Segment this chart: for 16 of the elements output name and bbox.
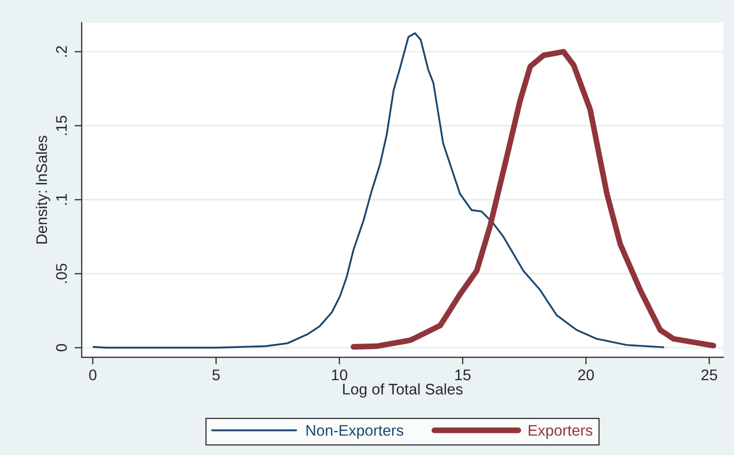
y-tick-label: .1 bbox=[56, 194, 67, 205]
text: Non-Exporters bbox=[306, 425, 404, 439]
x-axis-title: Log of Total Sales bbox=[343, 383, 463, 398]
y-axis-title: Density: lnSales bbox=[36, 136, 50, 244]
x-tick-label: 20 bbox=[578, 370, 594, 380]
y-tick-label: .15 bbox=[56, 116, 67, 135]
x-tick-label: 15 bbox=[455, 370, 471, 380]
y-tick-label: 0 bbox=[56, 344, 67, 352]
y-tick-label: .2 bbox=[56, 46, 67, 57]
line-series bbox=[92, 32, 664, 349]
text: Exporters bbox=[528, 425, 592, 439]
x-tick-label: 10 bbox=[332, 370, 348, 380]
x-tick-label: 0 bbox=[89, 370, 96, 380]
y-tick-label: .05 bbox=[56, 264, 67, 283]
x-tick-label: 25 bbox=[702, 370, 718, 380]
x-tick-label: 5 bbox=[212, 370, 220, 380]
